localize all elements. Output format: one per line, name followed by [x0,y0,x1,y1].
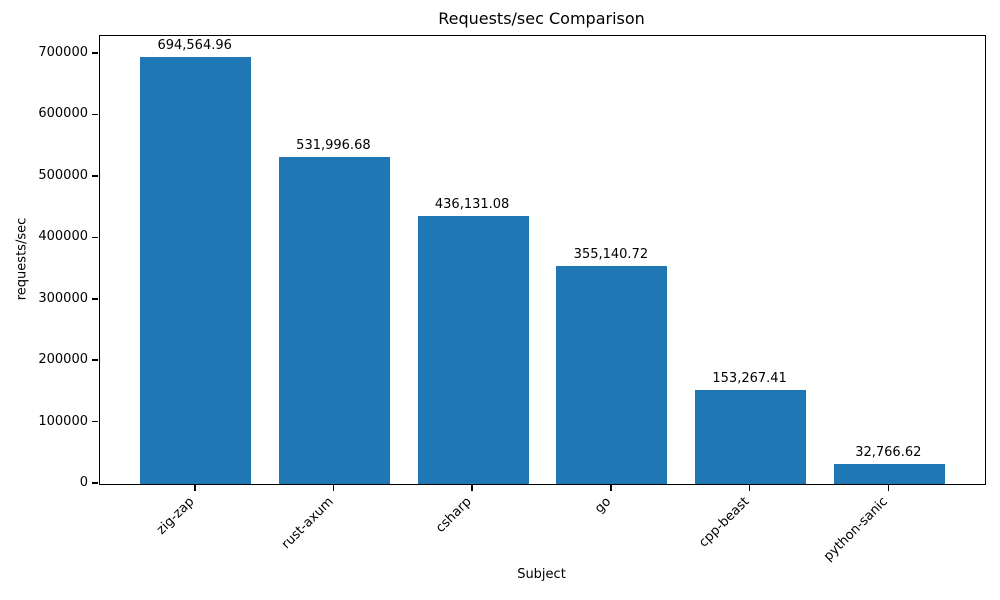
y-tick-label: 300000 [38,290,88,306]
x-tick-mark [887,484,889,491]
plot-area [99,35,986,485]
y-tick-mark [91,420,98,423]
bar-value-label: 153,267.41 [712,370,787,386]
y-tick-label: 600000 [38,106,88,122]
bar-value-label: 355,140.72 [573,246,649,262]
y-tick-label: 100000 [38,413,88,429]
y-tick-mark [91,482,98,484]
x-tick-mark [610,484,612,491]
x-tick-mark [194,484,196,491]
y-tick-mark [91,52,98,54]
x-axis-label: Subject [517,567,566,582]
x-tick-label: rust-axum [278,494,337,553]
x-tick-label: python-sanic [821,494,892,565]
chart-title: Requests/sec Comparison [438,9,645,28]
y-tick-label: 0 [79,475,88,490]
x-tick-mark [748,484,751,491]
y-tick-mark [91,113,98,116]
bar-cpp-beast [695,389,807,484]
y-tick-mark [91,298,98,300]
y-tick-mark [91,359,98,361]
y-tick-label: 500000 [38,167,88,183]
bar-zig-zap [140,57,252,484]
x-tick-mark [332,484,335,491]
bar-value-label: 531,996.68 [296,138,371,154]
y-tick-label: 700000 [38,45,88,60]
bar-value-label: 436,131.08 [434,197,510,213]
x-tick-label: cpp-beast [696,494,753,551]
x-tick-label: zig-zap [154,494,198,538]
bar-rust-axum [278,157,390,484]
bar-python-sanic [833,463,945,484]
x-tick-label: go [591,494,614,517]
bar-csharp [417,216,529,484]
bar-value-label: 32,766.62 [855,444,922,460]
y-tick-mark [91,175,98,177]
x-tick-mark [471,484,473,491]
bar-value-label: 694,564.96 [157,38,232,54]
bar-go [556,265,668,484]
x-tick-label: csharp [433,494,476,536]
y-tick-label: 200000 [38,352,88,368]
y-tick-mark [91,236,98,238]
y-tick-label: 400000 [38,229,88,245]
